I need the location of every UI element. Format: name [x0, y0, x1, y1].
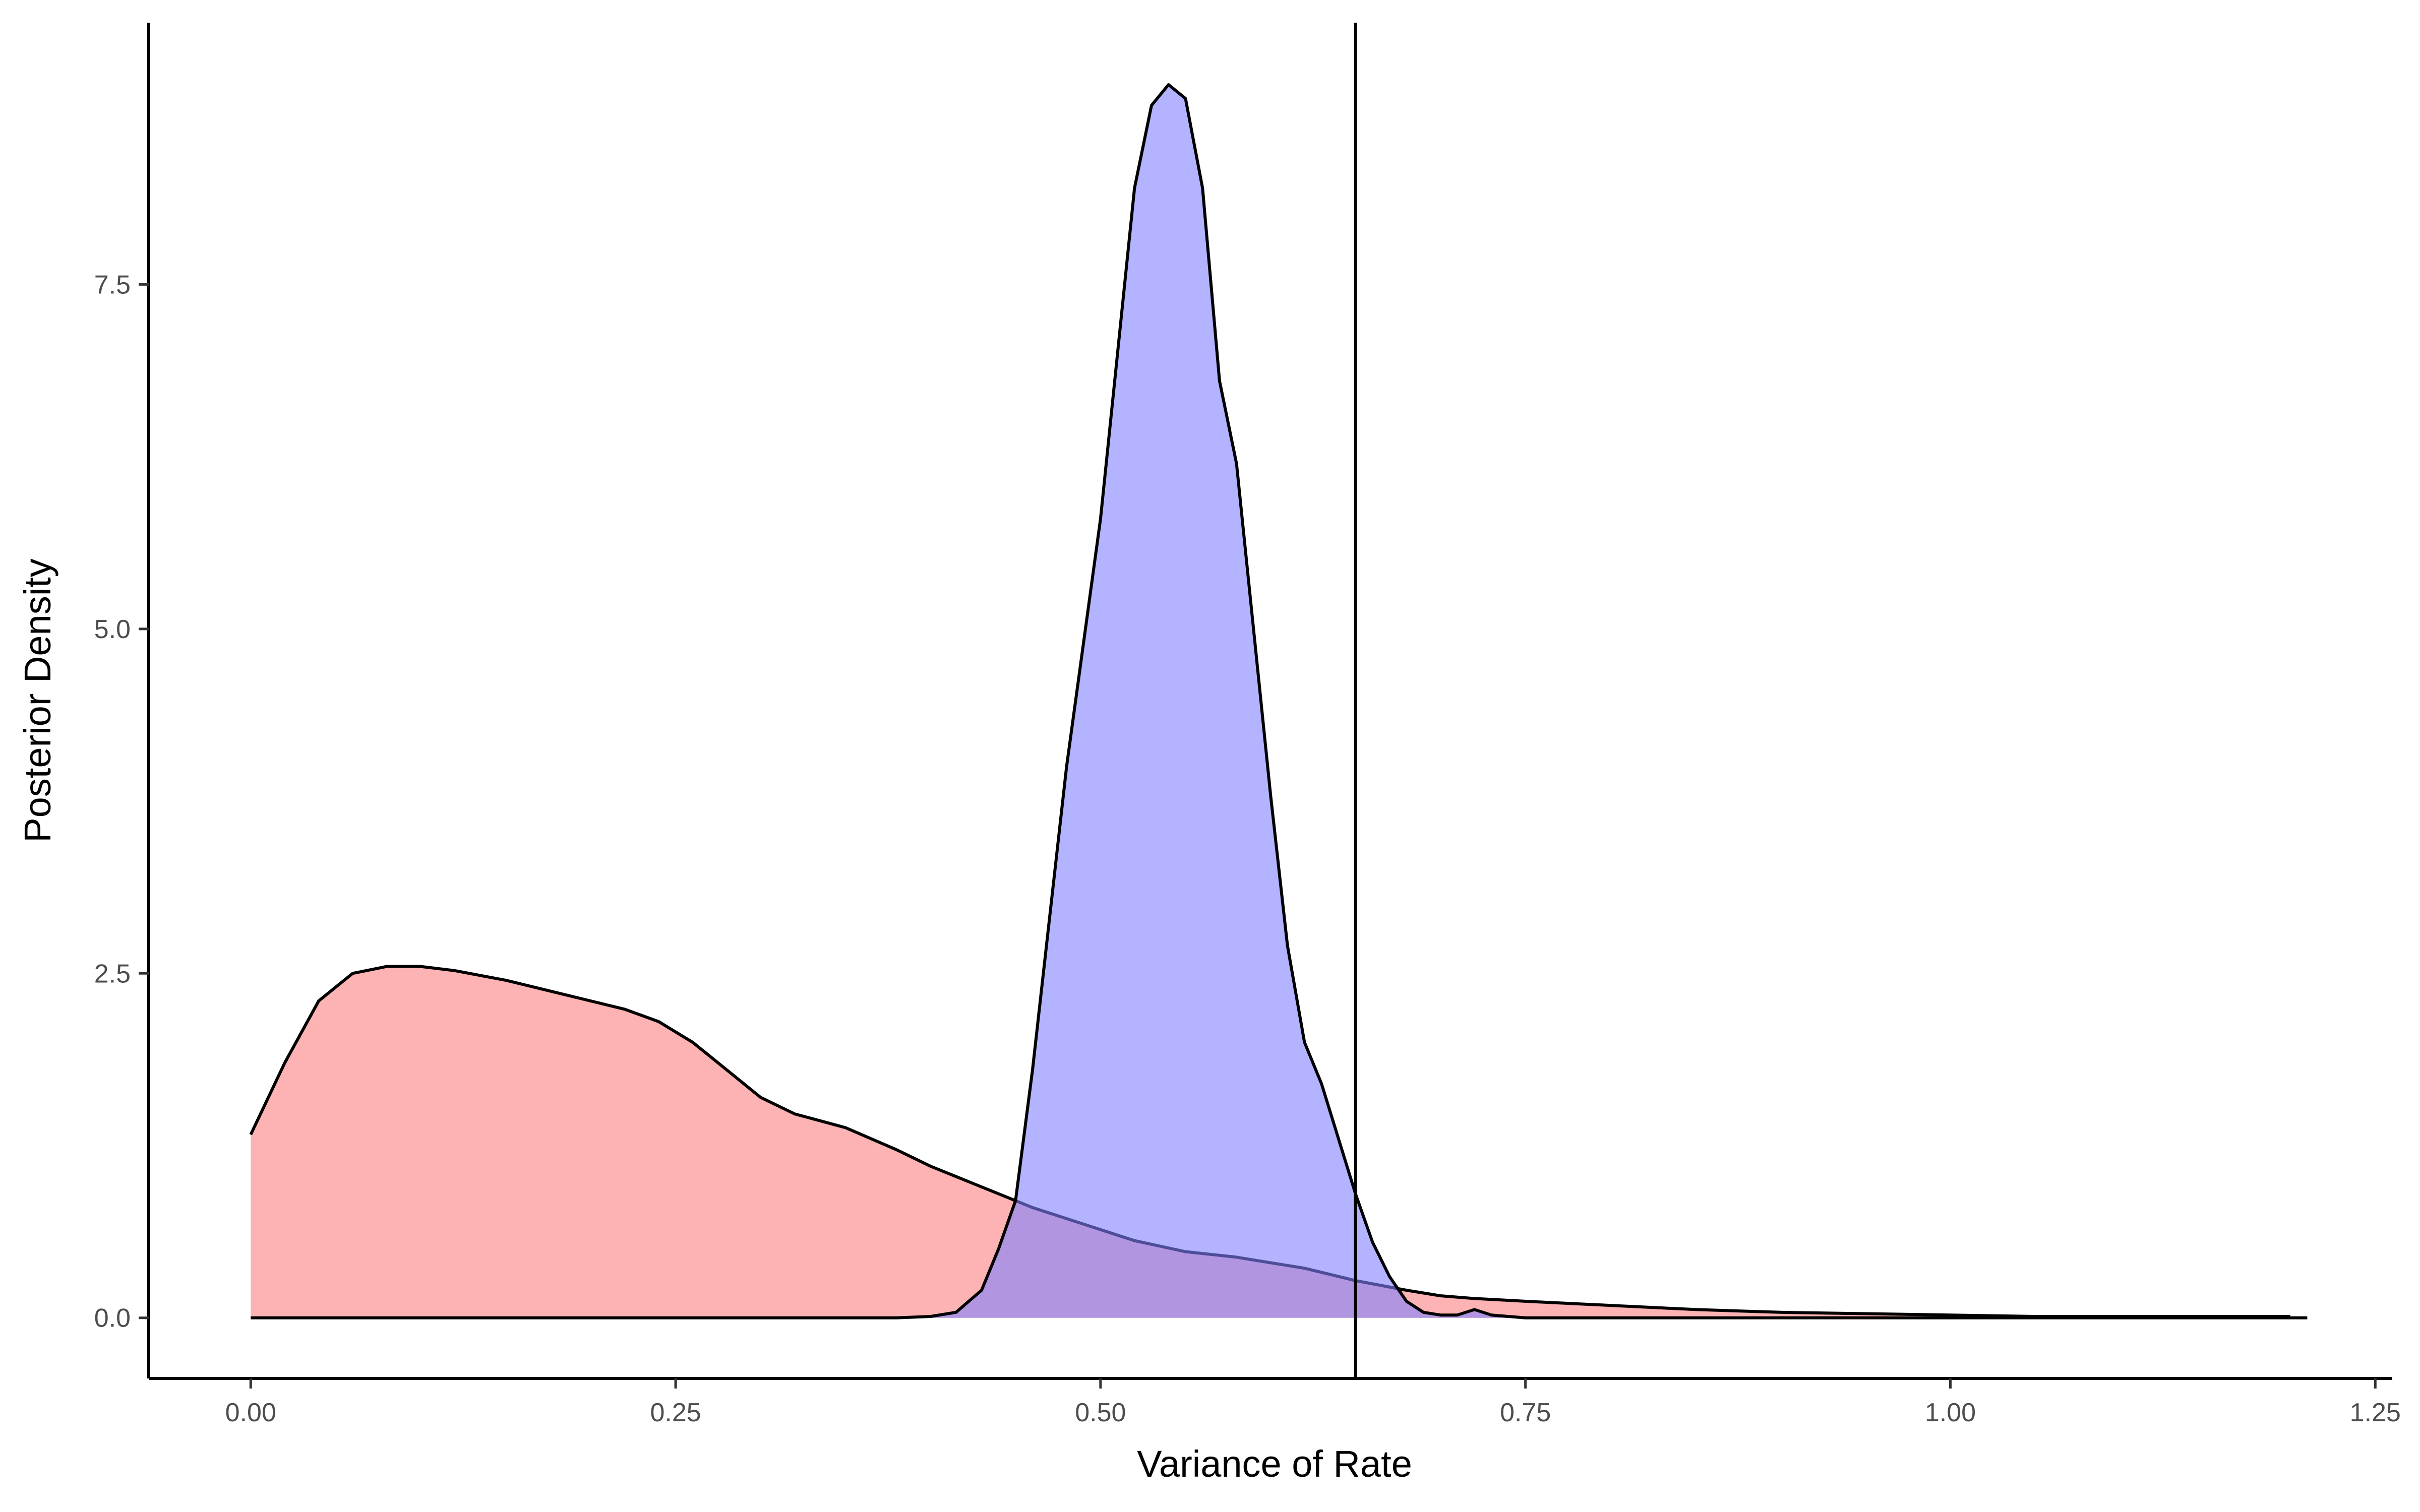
density-area-1: [251, 966, 2290, 1318]
y-axis-title: Posterior Density: [17, 558, 58, 842]
x-tick-label: 0.50: [1075, 1398, 1126, 1427]
density-area-2: [251, 85, 2308, 1318]
y-tick-label: 7.5: [94, 270, 131, 299]
y-tick-label: 2.5: [94, 959, 131, 988]
x-tick-label: 0.25: [650, 1398, 701, 1427]
x-axis-ticks: 0.00 0.25 0.50 0.75 1.00 1.25: [225, 1378, 2401, 1427]
series-layer: [249, 83, 2308, 1319]
y-tick-label: 5.0: [94, 615, 131, 644]
x-tick-label: 0.00: [225, 1398, 276, 1427]
x-tick-label: 1.00: [1925, 1398, 1976, 1427]
y-tick-label: 0.0: [94, 1304, 131, 1333]
density-line-2: [251, 83, 2308, 1319]
x-tick-label: 0.75: [1500, 1398, 1551, 1427]
x-tick-label: 1.25: [2350, 1398, 2401, 1427]
x-axis-title: Variance of Rate: [1137, 1443, 1412, 1485]
y-axis-ticks: 0.0 2.5 5.0 7.5: [94, 270, 149, 1333]
